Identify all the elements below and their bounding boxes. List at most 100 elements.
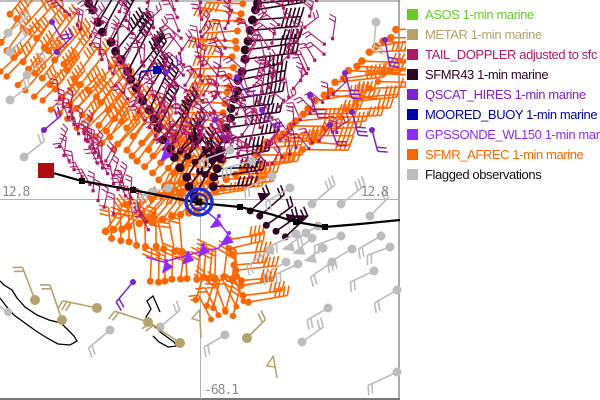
wind-barb-sfmr_afrec — [232, 255, 280, 274]
wind-barb-tail_doppler — [175, 0, 179, 3]
wind-barb-tail_doppler — [188, 100, 212, 117]
wind-barb-tail_doppler — [178, 29, 193, 56]
lat-gridline-label-right: 12.8 — [360, 185, 389, 200]
wind-barb-sfmr_afrec — [244, 285, 290, 306]
track-point[interactable] — [130, 187, 136, 193]
wind-barb-flagged — [349, 266, 379, 293]
wind-barb-tail_doppler — [92, 157, 110, 176]
legend-item-moored_buoy[interactable]: MOORED_BUOY 1-min marine — [404, 104, 600, 124]
wind-barb-sfmr_afrec — [224, 276, 247, 304]
wind-barb-tail_doppler — [161, 0, 179, 19]
storm-track-line — [45, 169, 401, 229]
wind-barb-tail_doppler — [145, 0, 150, 15]
wind-barb-flagged — [296, 221, 323, 248]
wind-barb-tail_doppler — [111, 51, 121, 76]
wind-barb-sfmr_afrec — [386, 67, 406, 74]
wind-barb-tail_doppler — [201, 74, 213, 97]
wind-barb-tail_doppler — [221, 123, 231, 150]
wind-barb-tail_doppler — [278, 45, 292, 66]
wind-barb-sfmr43 — [201, 148, 221, 178]
wind-barb-tail_doppler — [266, 139, 284, 159]
wind-barb-sfmr_afrec — [380, 70, 406, 77]
wind-barb-tail_doppler — [59, 0, 64, 1]
wind-barb-tail_doppler — [170, 102, 189, 118]
sfmr_afrec-swatch-icon — [407, 148, 418, 160]
wind-barb-sfmr_afrec — [188, 294, 215, 323]
legend-item-label: MOORED_BUOY 1-min marine — [425, 106, 598, 122]
wind-barb-tail_doppler — [54, 99, 71, 120]
legend-item-label: METAR 1-min marine — [425, 26, 542, 42]
wind-barb-metar — [39, 284, 67, 325]
wind-barb-tail_doppler — [252, 34, 267, 59]
legend-item-flagged[interactable]: Flagged observations — [404, 164, 600, 184]
wind-barb-tail_doppler — [286, 105, 296, 126]
wind-barb-tail_doppler — [260, 59, 274, 79]
wind-barb-tail_doppler — [161, 61, 185, 77]
wind-barb-tail_doppler — [240, 116, 252, 137]
wind-barb-tail_doppler — [239, 155, 252, 179]
track-point[interactable] — [322, 224, 328, 230]
legend-item-qscat_hires[interactable]: QSCAT_HIRES 1-min marine — [404, 84, 600, 104]
wind-barb-qscat_hires — [212, 117, 235, 141]
wind-barb-tail_doppler — [199, 19, 213, 39]
wind-barb-sfmr_afrec — [3, 40, 33, 80]
wind-barb-sfmr43 — [208, 175, 259, 191]
wind-barb-tail_doppler — [248, 148, 270, 166]
plot-area — [0, 0, 406, 400]
wind-barb-flagged — [373, 285, 402, 313]
wind-barb-flagged — [19, 131, 46, 162]
wind-barb-tail_doppler — [329, 115, 339, 134]
wind-barb-tail_doppler — [170, 0, 176, 12]
wind-barb-tail_doppler — [267, 66, 278, 90]
wind-barb-tail_doppler — [297, 42, 317, 62]
wind-barb-tail_doppler — [145, 54, 157, 76]
wind-barb-sfmr_afrec — [6, 0, 23, 18]
wind-barb-sfmr_afrec — [192, 53, 236, 67]
wind-barb-tail_doppler — [287, 0, 295, 5]
wind-barb-sfmr_afrec — [352, 87, 401, 105]
storm-center-point — [195, 198, 203, 206]
legend-item-gpssonde[interactable]: GPSSONDE_WL150 1-min marine — [404, 124, 600, 144]
wind-barb-tail_doppler — [154, 15, 169, 39]
legend-item-sfmr43[interactable]: SFMR43 1-min marine — [404, 64, 600, 84]
wind-barb-tail_doppler — [115, 63, 133, 81]
wind-barb-sfmr_afrec — [110, 206, 125, 245]
track-start-marker[interactable] — [38, 163, 54, 178]
wind-barb-tail_doppler — [290, 53, 309, 76]
wind-barb-tail_doppler — [182, 89, 204, 103]
wind-barb-tail_doppler — [254, 0, 260, 14]
wind-barb-tail_doppler — [249, 112, 258, 140]
wind-barb-tail_doppler — [268, 22, 277, 45]
legend-item-tail_doppler[interactable]: TAIL_DOPPLER adjusted to sfc — [404, 44, 600, 64]
wind-barb-tail_doppler — [94, 2, 106, 22]
legend-item-metar[interactable]: METAR 1-min marine — [404, 24, 600, 44]
wind-barb-flagged — [262, 257, 291, 285]
legend-item-sfmr_afrec[interactable]: SFMR_AFREC 1-min marine — [404, 144, 600, 164]
wind-barb-metar — [242, 310, 267, 343]
wind-barb-sfmr_afrec — [392, 25, 406, 34]
wind-barb-tail_doppler — [306, 0, 314, 18]
legend-item-label: QSCAT_HIRES 1-min marine — [425, 86, 586, 102]
wind-barb-tail_doppler — [214, 45, 223, 69]
wind-barb-tail_doppler — [166, 120, 192, 136]
wind-barb-qscat_hires — [307, 92, 329, 119]
wind-barb-tail_doppler — [183, 65, 204, 83]
storm-center-outer-ring[interactable] — [184, 187, 214, 217]
track-point[interactable] — [79, 178, 85, 184]
wind-barb-qscat_hires — [163, 53, 183, 75]
wind-barb-tail_doppler — [256, 137, 274, 157]
wind-barb-tail_doppler — [153, 121, 177, 137]
wind-barb-qscat_hires — [41, 106, 62, 133]
wind-barb-metar — [107, 310, 153, 327]
wind-barb-tail_doppler — [298, 128, 314, 145]
wind-barb-sfmr_afrec — [24, 0, 57, 36]
track-point[interactable] — [237, 204, 243, 210]
wind-barb-tail_doppler — [243, 107, 268, 123]
wind-barb-flagged — [306, 303, 333, 330]
wind-barb-tail_doppler — [249, 107, 262, 130]
wind-barb-tail_doppler — [211, 18, 227, 42]
wind-barb-tail_doppler — [131, 92, 151, 109]
track-point[interactable] — [293, 219, 299, 225]
legend-item-asos[interactable]: ASOS 1-min marine — [404, 4, 600, 24]
